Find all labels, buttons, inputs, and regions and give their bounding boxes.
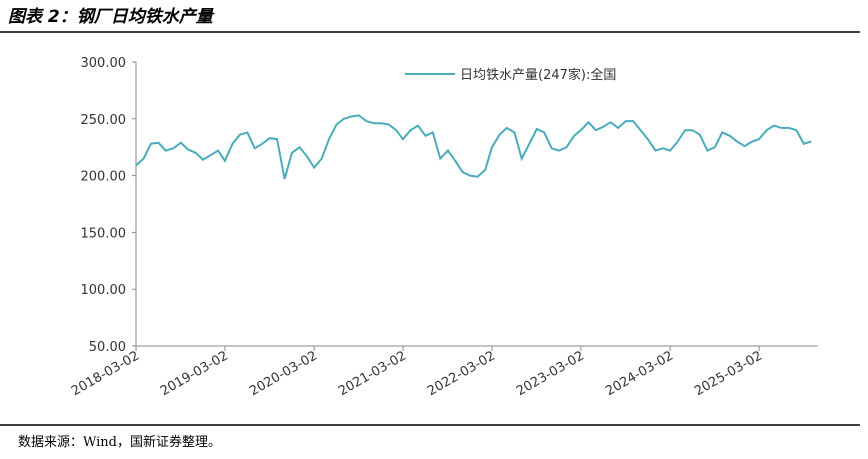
y-tick-label: 200.00 [81, 170, 127, 185]
x-tick-label: 2022-03-02 [425, 348, 498, 399]
source: 数据来源：Wind，国新证券整理。 [18, 434, 221, 450]
x-tick-label: 2024-03-02 [603, 348, 676, 399]
y-tick-label: 150.00 [81, 226, 127, 241]
x-tick-label: 2025-03-02 [692, 348, 765, 399]
y-tick-label: 50.00 [89, 340, 126, 355]
x-tick-label: 2018-03-02 [69, 348, 142, 399]
chart-title: 图表 2：钢厂日均铁水产量 [8, 7, 215, 27]
y-tick-label: 100.00 [81, 283, 127, 298]
x-tick-label: 2019-03-02 [158, 348, 231, 399]
line [135, 114, 812, 180]
legend-label: 日均铁水产量(247家):全国 [460, 67, 616, 83]
y-tick-label: 300.00 [81, 56, 127, 71]
y-tick-label: 250.00 [81, 113, 127, 128]
x-tick-label: 2021-03-02 [336, 348, 409, 399]
x-tick-label: 2023-03-02 [514, 348, 587, 399]
x-tick-label: 2020-03-02 [247, 348, 320, 399]
